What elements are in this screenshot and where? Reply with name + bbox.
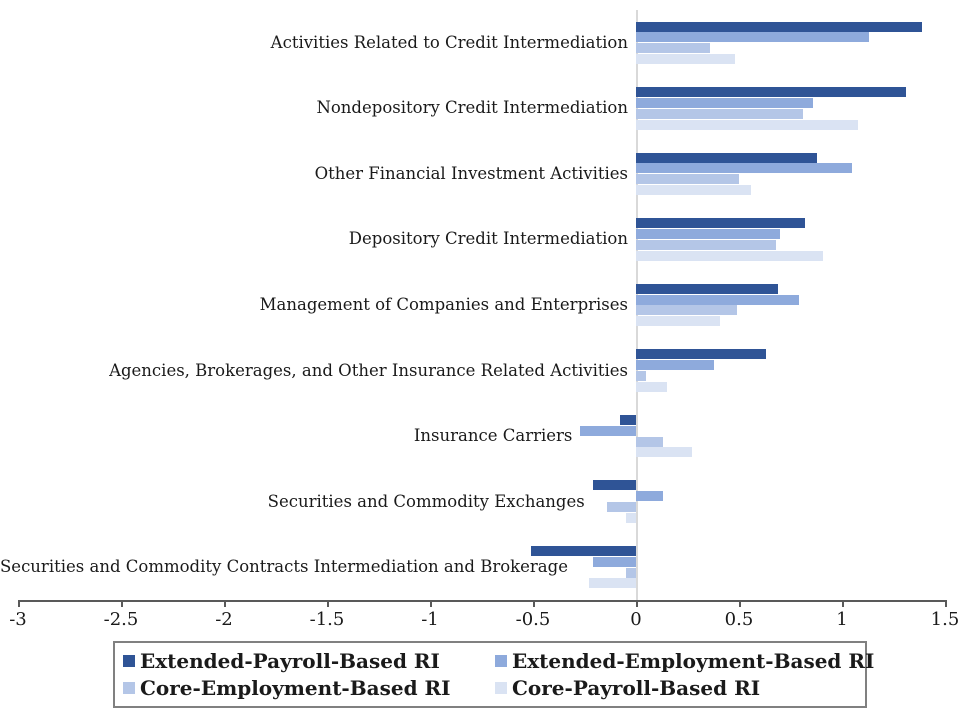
x-tick-mark	[945, 600, 947, 607]
bar-series-3	[636, 436, 663, 447]
x-tick-mark	[18, 600, 20, 607]
bar-series-4	[625, 512, 636, 523]
bar-series-4	[636, 447, 692, 458]
category-label: Other Financial Investment Activities	[314, 163, 628, 183]
x-tick-label: -2.5	[103, 609, 139, 630]
bar-series-4	[588, 578, 636, 589]
category-label: Insurance Carriers	[413, 426, 573, 446]
legend: Extended-Payroll-Based RI Extended-Employ…	[113, 641, 874, 708]
bar-series-1	[636, 349, 766, 360]
bar-series-2	[636, 294, 799, 305]
x-tick-label: -2	[215, 609, 233, 630]
bar-series-4	[636, 53, 735, 64]
x-tick-mark	[533, 600, 535, 607]
bar-series-2	[636, 491, 663, 502]
x-tick-mark	[430, 600, 432, 607]
legend-label: Core-Payroll-Based RI	[512, 676, 761, 700]
bar-series-2	[636, 360, 715, 371]
bar-series-1	[530, 546, 636, 557]
bar-series-3	[636, 305, 737, 316]
category-label: Depository Credit Intermediation	[348, 229, 628, 249]
legend-item: Extended-Payroll-Based RI	[123, 649, 495, 673]
legend-label: Extended-Payroll-Based RI	[140, 649, 440, 673]
x-tick-label: 0.5	[724, 609, 754, 630]
bar-series-3	[636, 370, 647, 381]
legend-swatch	[123, 682, 135, 694]
legend-item: Core-Payroll-Based RI	[495, 676, 874, 700]
bar-series-2	[592, 556, 636, 567]
x-tick-label: -0.5	[515, 609, 551, 630]
x-tick-mark	[224, 600, 226, 607]
bar-series-1	[636, 21, 923, 32]
bar-series-4	[636, 250, 824, 261]
bar-series-4	[636, 316, 721, 327]
zero-gridline	[636, 10, 638, 600]
bar-series-4	[636, 119, 859, 130]
bar-series-2	[636, 229, 781, 240]
x-tick-label: 1.5	[930, 609, 960, 630]
legend-label: Extended-Employment-Based RI	[512, 649, 875, 673]
bar-series-3	[636, 174, 739, 185]
bar-series-3	[636, 43, 711, 54]
legend-item: Extended-Employment-Based RI	[495, 649, 874, 673]
x-tick-mark	[121, 600, 123, 607]
legend-swatch	[495, 655, 507, 667]
category-label: Activities Related to Credit Intermediat…	[270, 32, 628, 52]
x-tick-label: -1	[421, 609, 439, 630]
x-tick-mark	[636, 600, 638, 607]
bar-series-1	[636, 87, 906, 98]
bar-series-1	[619, 414, 636, 425]
bar-series-1	[636, 152, 818, 163]
bar-series-2	[580, 425, 636, 436]
x-tick-label: 0	[630, 609, 642, 630]
legend-item: Core-Employment-Based RI	[123, 676, 495, 700]
bar-series-3	[607, 502, 636, 513]
x-axis-line	[18, 600, 946, 602]
x-tick-label: -1.5	[309, 609, 345, 630]
legend-label: Core-Employment-Based RI	[140, 676, 451, 700]
bar-series-1	[636, 283, 779, 294]
bar-series-2	[636, 97, 814, 108]
bar-series-4	[636, 185, 752, 196]
x-tick-label: -3	[9, 609, 27, 630]
category-label: Agencies, Brokerages, and Other Insuranc…	[109, 360, 628, 380]
bar-series-1	[592, 480, 636, 491]
bar-series-3	[625, 567, 636, 578]
x-tick-mark	[739, 600, 741, 607]
bar-series-1	[636, 218, 805, 229]
legend-swatch	[495, 682, 507, 694]
x-tick-label: 1	[836, 609, 848, 630]
bar-series-3	[636, 108, 803, 119]
bar-series-2	[636, 32, 869, 43]
x-tick-mark	[327, 600, 329, 607]
bar-series-3	[636, 239, 777, 250]
category-label: Securities and Commodity Contracts Inter…	[0, 557, 568, 577]
x-tick-mark	[842, 600, 844, 607]
bar-series-4	[636, 381, 667, 392]
legend-swatch	[123, 655, 135, 667]
plot-area: Activities Related to Credit Intermediat…	[0, 10, 945, 600]
category-label: Nondepository Credit Intermediation	[316, 98, 628, 118]
category-label: Securities and Commodity Exchanges	[267, 491, 585, 511]
bar-series-2	[636, 163, 853, 174]
category-label: Management of Companies and Enterprises	[259, 294, 628, 314]
